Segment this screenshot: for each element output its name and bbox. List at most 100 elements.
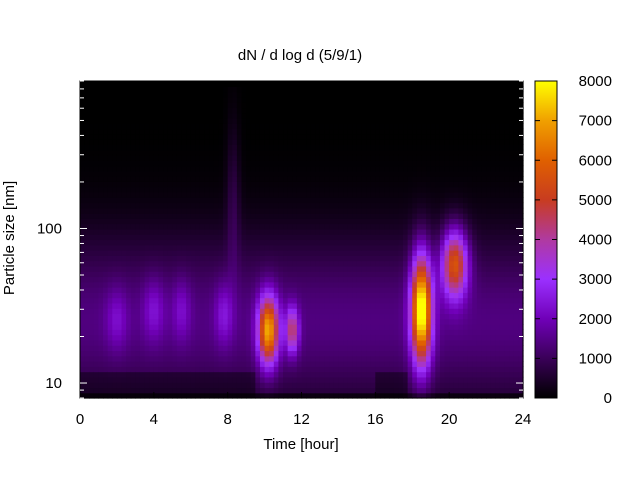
heatmap-cell bbox=[116, 112, 123, 119]
heatmap-cell bbox=[407, 250, 413, 256]
heatmap-cell bbox=[403, 345, 409, 352]
heatmap-cell bbox=[199, 276, 206, 283]
heatmap-cell bbox=[176, 102, 183, 109]
heatmap-cell bbox=[453, 308, 459, 315]
heatmap-cell bbox=[209, 302, 215, 309]
heatmap-cell bbox=[116, 234, 123, 241]
heatmap-cell bbox=[403, 265, 409, 272]
heatmap-cell bbox=[453, 213, 459, 219]
heatmap-cell bbox=[107, 144, 113, 151]
heatmap-cell bbox=[278, 234, 284, 241]
heatmap-cell bbox=[209, 160, 215, 167]
heatmap-cell bbox=[453, 207, 459, 214]
heatmap-cell bbox=[453, 250, 459, 256]
heatmap-cell bbox=[361, 297, 367, 304]
heatmap-cell bbox=[435, 191, 441, 198]
heatmap-cell bbox=[343, 308, 349, 315]
heatmap-cell bbox=[167, 81, 173, 87]
heatmap-cell bbox=[139, 107, 146, 114]
heatmap-cell bbox=[430, 202, 436, 209]
heatmap-cell bbox=[319, 281, 326, 288]
heatmap-cell bbox=[130, 133, 136, 140]
heatmap-cell bbox=[370, 181, 376, 188]
heatmap-cell bbox=[352, 287, 358, 293]
heatmap-cell bbox=[218, 197, 224, 204]
heatmap-cell bbox=[139, 112, 146, 119]
heatmap-cell bbox=[287, 128, 293, 135]
heatmap-cell bbox=[296, 281, 303, 288]
heatmap-cell bbox=[93, 318, 100, 325]
heatmap-cell bbox=[93, 102, 100, 109]
heatmap-cell bbox=[306, 112, 312, 119]
heatmap-cell bbox=[370, 144, 376, 151]
heatmap-cell bbox=[333, 271, 340, 278]
heatmap-cell bbox=[324, 265, 330, 272]
heatmap-cell bbox=[463, 329, 469, 336]
heatmap-cell bbox=[269, 165, 275, 172]
heatmap-cell bbox=[190, 186, 196, 193]
heatmap-cell bbox=[426, 128, 432, 135]
heatmap-cell bbox=[338, 149, 344, 156]
heatmap-cell bbox=[329, 81, 335, 87]
heatmap-cell bbox=[250, 123, 256, 130]
heatmap-cell bbox=[93, 223, 100, 230]
heatmap-cell bbox=[213, 239, 220, 246]
heatmap-cell bbox=[370, 239, 376, 246]
heatmap-cell bbox=[107, 96, 113, 103]
heatmap-cell bbox=[463, 371, 469, 378]
heatmap-cell bbox=[301, 339, 307, 346]
heatmap-cell bbox=[181, 255, 187, 262]
heatmap-cell bbox=[287, 181, 293, 188]
heatmap-cell bbox=[172, 81, 178, 87]
heatmap-cell bbox=[163, 361, 169, 367]
heatmap-cell bbox=[112, 170, 118, 177]
heatmap-cell bbox=[112, 329, 118, 336]
heatmap-cell bbox=[278, 324, 284, 330]
heatmap-cell bbox=[259, 170, 266, 177]
heatmap-cell bbox=[130, 382, 136, 389]
heatmap-cell bbox=[463, 387, 469, 394]
heatmap-cell bbox=[93, 281, 100, 288]
heatmap-cell bbox=[163, 86, 169, 93]
heatmap-cell bbox=[389, 117, 395, 124]
heatmap-cell bbox=[116, 308, 123, 315]
heatmap-cell bbox=[398, 91, 404, 98]
heatmap-cell bbox=[135, 287, 141, 293]
heatmap-cell bbox=[112, 202, 118, 209]
heatmap-cell bbox=[269, 361, 275, 367]
heatmap-cell bbox=[241, 186, 247, 193]
heatmap-cell bbox=[176, 292, 183, 299]
heatmap-cell bbox=[435, 329, 441, 336]
heatmap-cell bbox=[121, 186, 127, 193]
heatmap-cell bbox=[181, 213, 187, 219]
heatmap-cell bbox=[181, 244, 187, 251]
heatmap-cell bbox=[199, 86, 206, 93]
heatmap-cell bbox=[190, 223, 196, 230]
heatmap-cell bbox=[158, 139, 164, 145]
heatmap-cell bbox=[421, 181, 427, 188]
heatmap-cell bbox=[283, 149, 289, 156]
heatmap-cell bbox=[116, 255, 123, 262]
heatmap-cell bbox=[426, 260, 432, 267]
heatmap-cell bbox=[407, 382, 413, 389]
heatmap-cell bbox=[116, 334, 123, 341]
heatmap-cell bbox=[421, 228, 427, 235]
heatmap-cell bbox=[144, 144, 150, 151]
heatmap-cell bbox=[116, 302, 123, 309]
heatmap-cell bbox=[283, 371, 289, 378]
heatmap-cell bbox=[195, 255, 201, 262]
heatmap-cell bbox=[89, 176, 95, 182]
heatmap-cell bbox=[223, 223, 229, 230]
heatmap-cell bbox=[403, 334, 409, 341]
heatmap-cell bbox=[449, 133, 455, 140]
heatmap-cell bbox=[204, 117, 210, 124]
heatmap-cell bbox=[426, 202, 432, 209]
heatmap-cell bbox=[343, 191, 349, 198]
heatmap-cell bbox=[232, 361, 238, 367]
heatmap-cell bbox=[453, 324, 459, 330]
heatmap-cell bbox=[329, 191, 335, 198]
heatmap-cell bbox=[139, 223, 146, 230]
heatmap-cell bbox=[204, 334, 210, 341]
heatmap-cell bbox=[315, 107, 321, 114]
heatmap-cell bbox=[195, 207, 201, 214]
